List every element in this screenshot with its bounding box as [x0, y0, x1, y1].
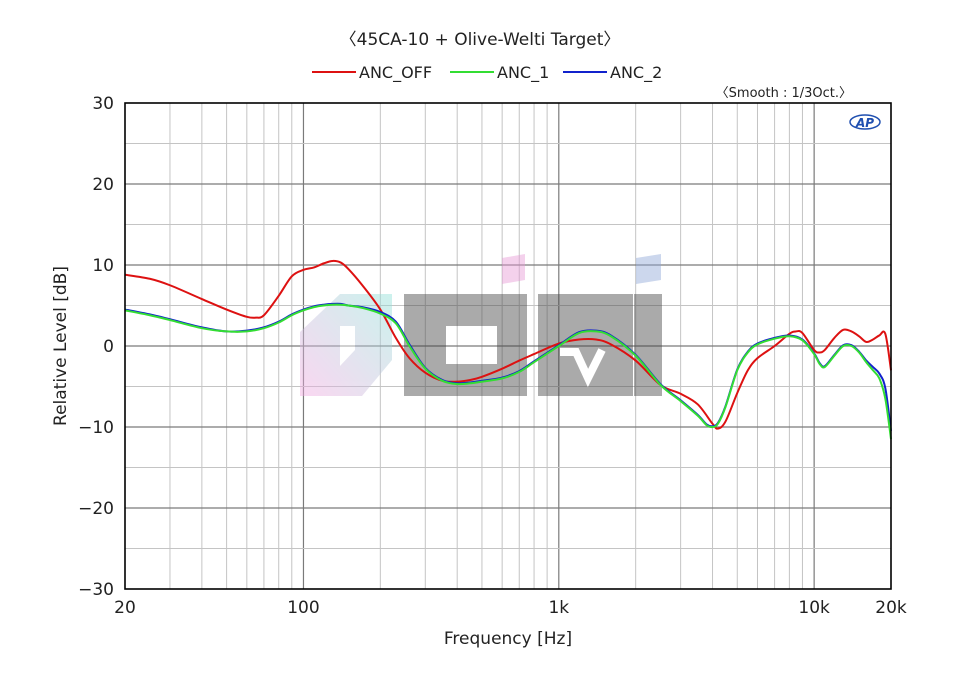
grid [125, 103, 891, 589]
x-tick-label: 20k [875, 598, 907, 618]
smoothing-annotation: 〈Smooth : 1/3Oct.〉 [716, 86, 852, 101]
series-line-anc-off [124, 259, 892, 430]
ap-logo-text: AP [855, 116, 874, 130]
x-tick-label: 20 [114, 598, 136, 618]
curves [124, 259, 892, 440]
legend-label-anc-off: ANC_OFF [359, 63, 432, 83]
y-tick-label: −20 [78, 499, 114, 519]
y-tick-label: 20 [92, 175, 114, 195]
x-tick-label: 10k [798, 598, 830, 618]
watermark-logo [300, 254, 662, 396]
ap-logo: AP [849, 114, 881, 130]
y-tick-labels: 30 20 10 0 −10 −20 −30 [78, 94, 114, 600]
x-tick-label: 1k [548, 598, 569, 618]
legend-label-anc-1: ANC_1 [497, 63, 549, 83]
x-axis-label: Frequency [Hz] [444, 629, 572, 649]
y-tick-label: −10 [78, 418, 114, 438]
chart-title: 〈45CA-10 + Olive-Welti Target〉 [340, 30, 621, 50]
y-tick-label: −30 [78, 580, 114, 600]
x-tick-labels: 20 100 1k 10k 20k [114, 598, 907, 618]
legend: ANC_OFF ANC_1 ANC_2 [312, 63, 662, 83]
plot-frame [124, 102, 892, 590]
series-line-anc-1 [124, 303, 892, 440]
y-axis-label: Relative Level [dB] [51, 266, 71, 426]
y-tick-label: 0 [103, 337, 114, 357]
y-tick-label: 10 [92, 256, 114, 276]
x-tick-label: 100 [287, 598, 319, 618]
y-tick-label: 30 [92, 94, 114, 114]
legend-label-anc-2: ANC_2 [610, 63, 662, 83]
